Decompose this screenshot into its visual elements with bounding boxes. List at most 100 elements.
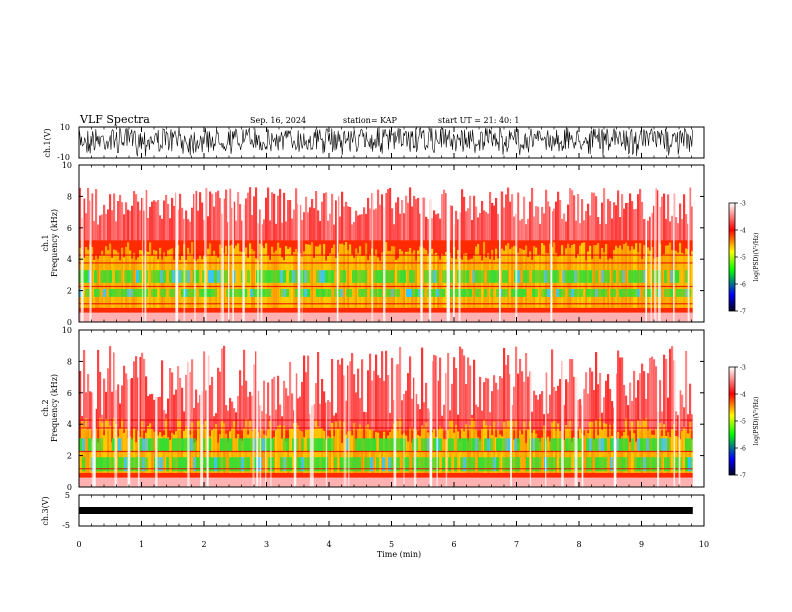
spectrogram-red-column [585, 372, 588, 487]
spectrogram-yellow-column [573, 437, 576, 473]
spectrogram-green-patch [619, 289, 623, 297]
spectrogram-green-patch [442, 289, 446, 297]
spectrogram-green-patch [370, 438, 374, 451]
spectrogram-yellow-column [105, 419, 108, 473]
spectrogram-red-column [349, 361, 352, 487]
spectrogram-green-patch [250, 438, 254, 451]
ch1-colorbar-tick-label: -5 [740, 255, 746, 262]
spectrogram-gap-stripe [155, 330, 157, 487]
spectrogram-yellow-column [149, 242, 152, 308]
spectrogram-yellow-column [607, 437, 610, 473]
spectrogram-green-patch [556, 270, 560, 283]
spectrogram-gap-stripe [654, 165, 657, 322]
spectrogram-green-patch [376, 289, 380, 297]
spectrogram-green-patch [106, 270, 110, 283]
spectrogram-yellow-column [111, 257, 114, 308]
spectrogram-yellow-column [379, 439, 382, 473]
spectrogram-yellow-column [647, 247, 650, 308]
spectrogram-yellow-column [609, 258, 612, 308]
spectrogram-green-patch [388, 289, 392, 297]
spectrogram-green-patch [376, 270, 380, 283]
spectrogram-green-patch [556, 438, 560, 451]
spectrogram-green-patch [541, 289, 545, 297]
spectrogram-yellow-column [185, 259, 188, 308]
spectrogram-empty-tail [692, 165, 704, 322]
spectrogram-green-patch [304, 270, 308, 283]
spectrogram-green-patch [118, 270, 122, 283]
spectrogram-yellow-column [181, 441, 184, 473]
spectrogram-yellow-column [113, 249, 116, 308]
spectrogram-green-patch [229, 438, 233, 451]
spectrogram-yellow-column [109, 425, 112, 473]
spectrogram-yellow-column [535, 433, 538, 473]
spectrogram-yellow-column [287, 441, 290, 473]
spectrogram-green-patch [667, 457, 671, 472]
spectrogram-green-patch [145, 289, 149, 297]
spectrogram-gap-stripe [645, 165, 647, 322]
time-tick-label: 4 [326, 540, 331, 549]
spectrogram-gap-stripe [311, 330, 314, 487]
spectrogram-yellow-column [121, 419, 124, 473]
spectrogram-green-patch [466, 457, 470, 472]
spectrogram-green-patch [343, 270, 347, 283]
spectrogram-green-patch [295, 289, 299, 297]
spectrogram-red-column [289, 361, 292, 487]
spectrogram-green-patch [280, 457, 284, 472]
spectrogram-gap-stripe [232, 165, 234, 322]
spectrogram-green-patch [544, 289, 548, 297]
spectrogram-green-patch [478, 438, 482, 451]
spectrogram-green-patch [94, 289, 98, 297]
spectrogram-green-patch [538, 270, 542, 283]
spectrogram-yellow-column [239, 440, 242, 473]
spectrogram-green-patch [301, 438, 305, 451]
spectrogram-green-patch [535, 270, 539, 283]
spectrogram-green-patch [586, 289, 590, 297]
spectrogram-green-patch [361, 289, 365, 297]
spectrogram-green-patch [325, 270, 329, 283]
spectrogram-gap-stripe [175, 165, 179, 322]
spectrogram-green-patch [268, 438, 272, 451]
spectrogram-yellow-column [199, 419, 202, 473]
spectrogram-green-patch [676, 270, 680, 283]
spectrogram-green-patch [169, 289, 173, 297]
spectrogram-green-patch [121, 457, 125, 472]
spectrogram-green-patch [655, 438, 659, 451]
spectrogram-green-patch [568, 438, 572, 451]
spectrogram-line-band [79, 285, 693, 288]
spectrogram-green-patch [388, 457, 392, 472]
spectrogram-green-patch [628, 289, 632, 297]
spectrogram-line-band [79, 450, 693, 453]
spectrogram-green-patch [541, 270, 545, 283]
spectrogram-yellow-column [91, 247, 94, 308]
spectrogram-green-patch [358, 457, 362, 472]
spectrogram-green-patch [421, 438, 425, 451]
spectrogram-green-patch [166, 438, 170, 451]
spectrogram-gap-stripe [260, 165, 263, 322]
spectrogram-yellow-column [281, 438, 284, 473]
spectrogram-green-patch [82, 457, 86, 472]
spectrogram-green-patch [478, 270, 482, 283]
spectrogram-green-patch [418, 457, 422, 472]
spectrogram-green-patch [157, 438, 161, 451]
spectrogram-red-column [361, 359, 364, 487]
spectrogram-yellow-column [167, 437, 170, 473]
spectrogram-green-patch [478, 457, 482, 472]
spectrogram-green-patch [211, 270, 215, 283]
spectrogram-yellow-column [407, 251, 410, 308]
spectrogram-red-column [633, 370, 636, 487]
spectrogram-green-patch [448, 457, 452, 472]
spectrogram-green-patch [553, 457, 557, 472]
spectrogram-gap-stripe [575, 330, 578, 487]
ch1-spectrogram-ytick-label: 10 [62, 161, 72, 170]
spectrogram-red-column [135, 356, 138, 487]
spectrogram-gap-stripe [687, 165, 690, 322]
spectrogram-green-patch [475, 289, 479, 297]
spectrogram-green-patch [322, 457, 326, 472]
spectrogram-green-patch [589, 438, 593, 451]
spectrogram-red-column [171, 372, 174, 487]
spectrogram-green-patch [622, 457, 626, 472]
spectrogram-yellow-column [219, 434, 222, 473]
time-tick-label: 2 [201, 540, 206, 549]
spectrogram-gap-stripe [228, 165, 230, 322]
spectrogram-gap-stripe [453, 165, 455, 322]
